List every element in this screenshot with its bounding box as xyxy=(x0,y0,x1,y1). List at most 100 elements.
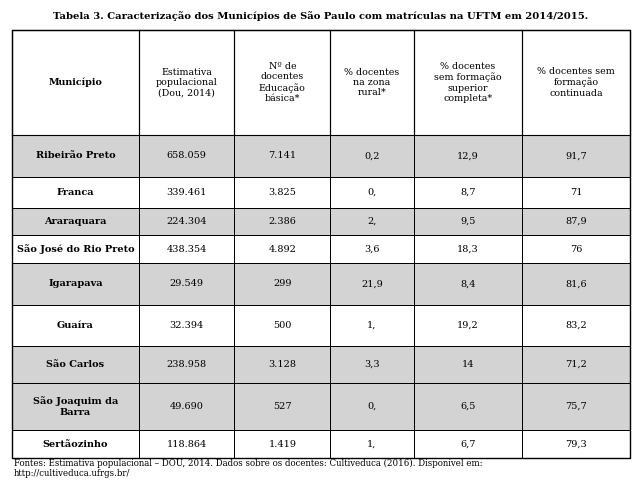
Bar xyxy=(413,305,522,346)
Text: 0,: 0, xyxy=(367,188,377,197)
Bar xyxy=(330,263,413,305)
Bar xyxy=(139,30,234,135)
Bar xyxy=(522,383,630,430)
Text: 438.354: 438.354 xyxy=(166,245,207,254)
Bar xyxy=(330,208,413,236)
Text: 76: 76 xyxy=(569,245,582,254)
Text: São Carlos: São Carlos xyxy=(46,360,105,369)
Text: 9,5: 9,5 xyxy=(460,217,476,226)
Text: 12,9: 12,9 xyxy=(457,151,479,160)
Text: 18,3: 18,3 xyxy=(457,245,479,254)
Bar xyxy=(522,135,630,176)
Text: Município: Município xyxy=(48,78,102,87)
Bar xyxy=(12,346,139,383)
Bar xyxy=(413,383,522,430)
Bar xyxy=(12,30,139,135)
Text: 1,: 1, xyxy=(367,440,377,449)
Bar xyxy=(413,263,522,305)
Text: São Joaquim da
Barra: São Joaquim da Barra xyxy=(33,396,118,416)
Text: 4.892: 4.892 xyxy=(268,245,297,254)
Text: 3,6: 3,6 xyxy=(364,245,379,254)
Text: São José do Rio Preto: São José do Rio Preto xyxy=(17,245,134,254)
Bar xyxy=(234,236,330,263)
Text: 527: 527 xyxy=(273,402,291,411)
Text: 6,5: 6,5 xyxy=(460,402,476,411)
Bar xyxy=(12,305,139,346)
Text: 32.394: 32.394 xyxy=(169,321,204,330)
Bar xyxy=(330,135,413,176)
Text: Araraquara: Araraquara xyxy=(44,217,107,226)
Text: 83,2: 83,2 xyxy=(565,321,587,330)
Text: 0,: 0, xyxy=(367,402,377,411)
Text: 81,6: 81,6 xyxy=(565,280,587,288)
Text: 87,9: 87,9 xyxy=(565,217,587,226)
Text: 1.419: 1.419 xyxy=(268,440,297,449)
Text: 71,2: 71,2 xyxy=(565,360,587,369)
Bar xyxy=(139,430,234,458)
Text: 2,: 2, xyxy=(367,217,377,226)
Bar xyxy=(234,430,330,458)
Text: % docentes sem
formação
continuada: % docentes sem formação continuada xyxy=(537,67,615,98)
Text: 3.825: 3.825 xyxy=(268,188,297,197)
Text: 8,4: 8,4 xyxy=(460,280,476,288)
Text: 79,3: 79,3 xyxy=(565,440,587,449)
Text: 49.690: 49.690 xyxy=(169,402,204,411)
Bar xyxy=(12,430,139,458)
Text: Sertãozinho: Sertãozinho xyxy=(42,440,108,449)
Text: Igarapava: Igarapava xyxy=(48,280,103,288)
Bar xyxy=(234,305,330,346)
Bar xyxy=(413,346,522,383)
Text: % docentes
na zona
rural*: % docentes na zona rural* xyxy=(344,68,399,97)
Bar xyxy=(234,346,330,383)
Bar xyxy=(522,430,630,458)
Bar xyxy=(522,208,630,236)
Bar xyxy=(12,30,630,458)
Bar xyxy=(12,176,139,208)
Text: Guaíra: Guaíra xyxy=(57,321,94,330)
Bar xyxy=(522,305,630,346)
Text: 3,3: 3,3 xyxy=(364,360,380,369)
Text: 299: 299 xyxy=(273,280,291,288)
Bar xyxy=(12,236,139,263)
Text: 91,7: 91,7 xyxy=(565,151,587,160)
Text: 500: 500 xyxy=(273,321,291,330)
Bar xyxy=(413,236,522,263)
Bar xyxy=(330,346,413,383)
Bar xyxy=(139,208,234,236)
Bar xyxy=(234,30,330,135)
Text: % docentes
sem formação
superior
completa*: % docentes sem formação superior complet… xyxy=(434,62,501,103)
Bar xyxy=(12,135,139,176)
Text: 21,9: 21,9 xyxy=(361,280,383,288)
Bar xyxy=(413,208,522,236)
Text: 71: 71 xyxy=(569,188,582,197)
Bar xyxy=(413,176,522,208)
Text: 118.864: 118.864 xyxy=(166,440,207,449)
Bar xyxy=(139,176,234,208)
Text: 8,7: 8,7 xyxy=(460,188,476,197)
Text: Nº de
docentes
Educação
básica*: Nº de docentes Educação básica* xyxy=(259,62,306,103)
Text: 14: 14 xyxy=(462,360,474,369)
Bar xyxy=(234,176,330,208)
Text: Fontes: Estimativa populacional – DOU, 2014. Dados sobre os docentes: Cultiveduc: Fontes: Estimativa populacional – DOU, 2… xyxy=(14,458,483,478)
Text: 75,7: 75,7 xyxy=(565,402,587,411)
Bar xyxy=(413,30,522,135)
Bar xyxy=(522,236,630,263)
Bar xyxy=(234,135,330,176)
Text: 29.549: 29.549 xyxy=(169,280,204,288)
Bar xyxy=(413,430,522,458)
Text: 224.304: 224.304 xyxy=(166,217,207,226)
Text: Franca: Franca xyxy=(56,188,94,197)
Bar xyxy=(139,305,234,346)
Bar xyxy=(330,176,413,208)
Bar xyxy=(522,346,630,383)
Bar xyxy=(12,383,139,430)
Bar xyxy=(330,30,413,135)
Text: 3.128: 3.128 xyxy=(268,360,297,369)
Bar xyxy=(522,263,630,305)
Bar xyxy=(330,383,413,430)
Bar xyxy=(12,208,139,236)
Text: 0,2: 0,2 xyxy=(364,151,379,160)
Text: Ribeirão Preto: Ribeirão Preto xyxy=(35,151,115,160)
Bar xyxy=(12,263,139,305)
Bar xyxy=(234,263,330,305)
